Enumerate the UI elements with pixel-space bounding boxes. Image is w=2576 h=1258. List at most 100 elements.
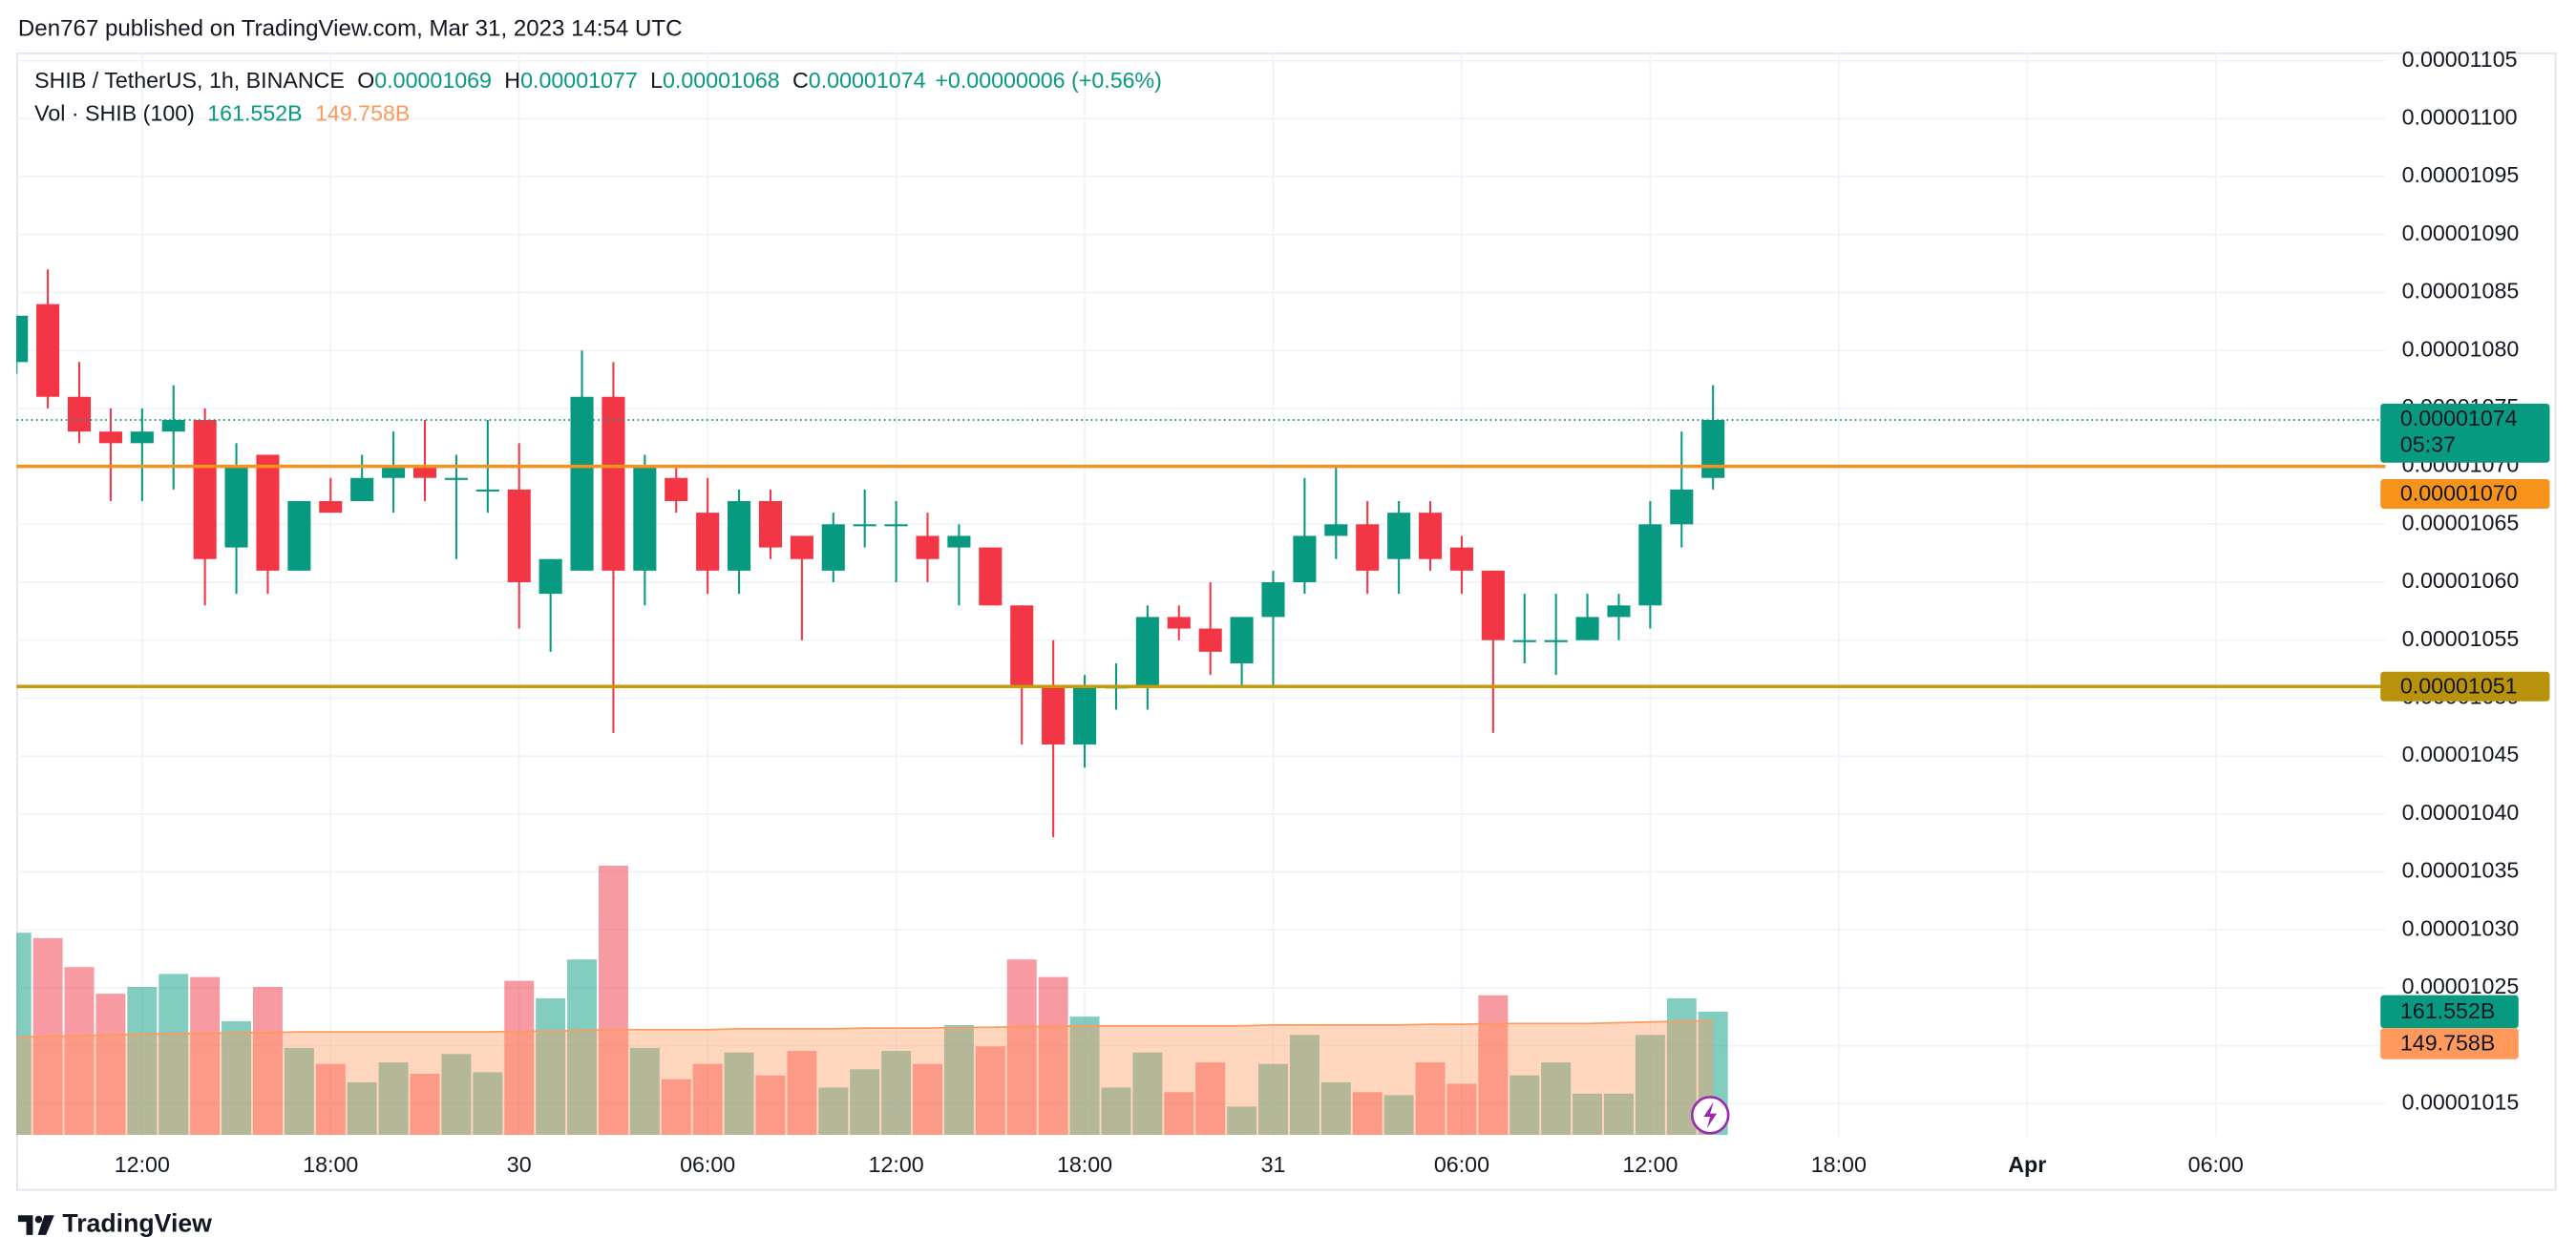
close-value: 0.00001074 [809, 68, 926, 93]
candle-body [287, 501, 311, 571]
candle-body [161, 420, 185, 432]
price-line-box [2380, 671, 2550, 702]
candle-body [1324, 524, 1348, 536]
ohlc-label: O [357, 68, 374, 93]
y-tick-label: 0.00001090 [2402, 220, 2520, 245]
volume-bar [190, 976, 221, 1135]
candle-body [382, 466, 406, 478]
y-tick-label: 0.00001015 [2402, 1089, 2520, 1114]
volume-ma-line [16, 1019, 1714, 1038]
candle-body [256, 454, 280, 571]
symbol: SHIB / TetherUS, 1h, BINANCE [34, 68, 345, 93]
candle-body [1544, 639, 1568, 642]
volume-bar [378, 1062, 409, 1135]
y-tick-label: 0.00001045 [2402, 742, 2520, 766]
candle-body [696, 513, 720, 571]
y-tick-label: 0.00001065 [2402, 510, 2520, 535]
x-tick-label: 18:00 [1811, 1152, 1867, 1177]
price-line-box [2380, 478, 2550, 509]
volume-bar [473, 1072, 503, 1135]
x-tick-label: 18:00 [1057, 1152, 1112, 1177]
candle-body [1701, 420, 1725, 478]
candle-body [1073, 686, 1097, 744]
volume-bar [1289, 1035, 1320, 1135]
volume-bar [692, 1063, 723, 1135]
y-tick-label: 0.00001055 [2402, 626, 2520, 651]
price-pane [16, 269, 2386, 838]
candle-body [319, 501, 343, 514]
volume-bar [1164, 1092, 1194, 1135]
volume-bar [598, 865, 628, 1135]
candle-body [444, 477, 468, 480]
volume-bar [755, 1075, 786, 1135]
change-value: +0.00000006 (+0.56%) [935, 68, 1162, 93]
candle-body [728, 501, 751, 571]
candle-body [1042, 686, 1066, 744]
volume-bar [1541, 1062, 1572, 1135]
x-tick-label: 06:00 [2188, 1152, 2244, 1177]
candle-body [758, 501, 783, 548]
candle-body [1670, 489, 1694, 525]
volume-ma-area [16, 1020, 1714, 1135]
volume-bar [567, 959, 598, 1135]
candle-body [1261, 581, 1285, 618]
volume-bar [1383, 1095, 1414, 1135]
countdown-label: 05:37 [2400, 432, 2456, 457]
volume-bar [127, 986, 158, 1135]
volume-value-box [2380, 995, 2519, 1029]
volume-bar [661, 1079, 691, 1135]
x-tick-label: 06:00 [680, 1152, 735, 1177]
candle-body [821, 524, 845, 571]
volume-bar [1038, 976, 1068, 1135]
ohlc-label: H [504, 68, 520, 93]
volume-bar [441, 1054, 472, 1135]
y-tick-label: 0.00001100 [2402, 105, 2518, 130]
volume-bar [1415, 1062, 1446, 1135]
candle-body [1198, 628, 1222, 652]
volume-bar [850, 1069, 880, 1135]
volume-value-label: 161.552B [2400, 998, 2495, 1023]
volume-bar [504, 980, 535, 1135]
axes: 0.00001105 0.00001100 0.00001095 0.00001090… [115, 47, 2520, 1177]
replay-icon[interactable] [1690, 1096, 1730, 1135]
volume-bar [943, 1024, 974, 1135]
ohlc-label: C [792, 68, 809, 93]
published-line: Den767 published on TradingView.com, Mar… [18, 15, 683, 41]
volume-bar [410, 1074, 440, 1135]
candle-body [1575, 617, 1599, 640]
y-tick-label: 0.00001095 [2402, 162, 2520, 187]
y-tick-label: 0.00001035 [2402, 858, 2520, 883]
candle-body [1230, 617, 1254, 663]
candle-body [67, 396, 92, 432]
ohlc-label: L [650, 68, 663, 93]
volume-name: Vol · SHIB (100) [34, 101, 195, 126]
x-tick-label: 18:00 [303, 1152, 358, 1177]
x-tick-label: 30 [507, 1152, 532, 1177]
volume-bar [158, 974, 189, 1135]
candle-body [1607, 605, 1631, 618]
candle-body [130, 431, 154, 444]
current-price-label: 0.00001074 [2400, 406, 2518, 430]
x-tick-label: 12:00 [1622, 1152, 1678, 1177]
x-tick-label: 06:00 [1434, 1152, 1489, 1177]
y-tick-label: 0.00001030 [2402, 915, 2520, 940]
volume-pane [16, 865, 1728, 1135]
volume-bar [1227, 1106, 1257, 1135]
candle-body [412, 466, 437, 478]
volume-bar [975, 1046, 1005, 1135]
candle-body [98, 431, 122, 444]
candle-body [1512, 639, 1536, 642]
price-line-label: 0.00001051 [2400, 673, 2518, 698]
candle-body [1638, 524, 1662, 606]
volume-bar [1635, 1035, 1665, 1135]
y-tick-label: 0.00001085 [2402, 279, 2520, 304]
candle-body [224, 466, 248, 548]
y-tick-label: 0.00001040 [2402, 800, 2520, 825]
volume-bar [724, 1052, 754, 1135]
candle-body [602, 396, 625, 571]
volume-bar [95, 994, 126, 1135]
volume-bar [347, 1081, 377, 1135]
current-price-box [2380, 403, 2550, 463]
